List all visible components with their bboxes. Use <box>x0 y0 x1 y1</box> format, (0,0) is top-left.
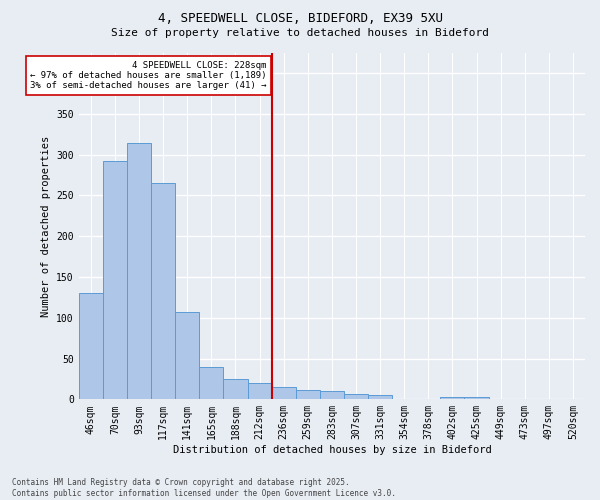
X-axis label: Distribution of detached houses by size in Bideford: Distribution of detached houses by size … <box>173 445 491 455</box>
Bar <box>440 397 464 400</box>
Bar <box>272 387 296 400</box>
Bar <box>127 143 151 400</box>
Text: Contains HM Land Registry data © Crown copyright and database right 2025.
Contai: Contains HM Land Registry data © Crown c… <box>12 478 396 498</box>
Bar <box>103 161 127 400</box>
Bar <box>79 293 103 400</box>
Text: 4 SPEEDWELL CLOSE: 228sqm
← 97% of detached houses are smaller (1,189)
3% of sem: 4 SPEEDWELL CLOSE: 228sqm ← 97% of detac… <box>31 60 267 90</box>
Bar <box>175 312 199 400</box>
Bar <box>464 397 488 400</box>
Bar <box>344 394 368 400</box>
Bar <box>368 396 392 400</box>
Bar <box>199 366 223 400</box>
Bar <box>151 183 175 400</box>
Text: 4, SPEEDWELL CLOSE, BIDEFORD, EX39 5XU: 4, SPEEDWELL CLOSE, BIDEFORD, EX39 5XU <box>157 12 443 26</box>
Bar <box>320 391 344 400</box>
Bar <box>223 379 248 400</box>
Bar <box>248 383 272 400</box>
Y-axis label: Number of detached properties: Number of detached properties <box>41 136 51 316</box>
Bar <box>296 390 320 400</box>
Text: Size of property relative to detached houses in Bideford: Size of property relative to detached ho… <box>111 28 489 38</box>
